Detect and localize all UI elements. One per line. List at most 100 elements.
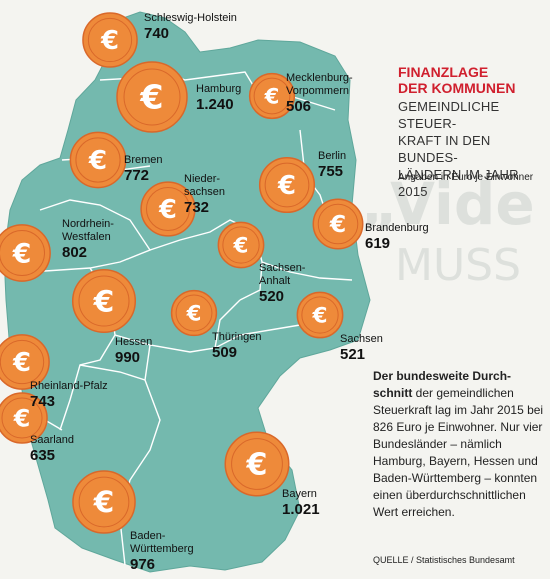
region-value: 635 <box>30 447 56 464</box>
label-nordrhein-westfalen: Nordrhein- Westfalen 802 <box>62 218 114 261</box>
euro-icon: € <box>311 303 327 328</box>
region-value: 509 <box>212 344 238 361</box>
region-name: Hamburg <box>196 83 242 95</box>
coin-bremen: € <box>69 131 127 189</box>
chart-title: FINANZLAGE DER KOMMUNEN <box>398 64 548 96</box>
coin-mecklenburg-vorpommern: € <box>248 72 296 120</box>
background-watermark: MUSS <box>395 240 522 291</box>
label-hessen: Hessen 990 <box>115 336 152 366</box>
region-name: Vorpommern <box>286 85 349 97</box>
euro-icon: € <box>233 233 249 258</box>
region-name: Bayern <box>282 488 317 500</box>
subtitle-line: GEMEINDLICHE STEUER- <box>398 99 500 131</box>
coin-niedersachsen: € <box>140 181 196 237</box>
euro-icon: € <box>277 171 296 201</box>
euro-icon: € <box>13 404 31 432</box>
region-value: 772 <box>124 167 150 184</box>
coin-rheinland-pfalz: € <box>0 334 50 390</box>
region-name: Nieder- <box>184 173 221 185</box>
coin-hamburg: € <box>116 61 188 133</box>
label-bayern: Bayern 1.021 <box>282 488 320 518</box>
region-name: Saarland <box>30 434 75 446</box>
coin-sachsen-anhalt: € <box>217 221 265 269</box>
coin-brandenburg: € <box>312 198 364 250</box>
region-name: Sachsen- <box>259 262 306 274</box>
euro-icon: € <box>264 83 280 108</box>
coin-th-ringen: € <box>170 289 218 337</box>
label-bremen: Bremen 772 <box>124 154 163 184</box>
region-value: 520 <box>259 288 285 305</box>
label-hamburg: Hamburg 1.240 <box>196 83 241 113</box>
title-line: FINANZLAGE <box>398 64 489 80</box>
region-name: Anhalt <box>259 275 291 287</box>
euro-icon: € <box>12 238 32 269</box>
euro-icon: € <box>100 26 119 56</box>
title-line: DER KOMMUNEN <box>398 80 516 96</box>
label-schleswig-holstein: Schleswig-Holstein 740 <box>144 12 237 42</box>
subtitle-line: LÄNDERN IM JAHR 2015 <box>398 167 519 199</box>
region-name: Brandenburg <box>365 222 429 234</box>
euro-icon: € <box>329 210 346 238</box>
label-sachsen: Sachsen 521 <box>340 333 383 363</box>
region-value: 732 <box>184 199 210 216</box>
background-watermark: „Vide <box>360 170 535 238</box>
coin-nordrhein-westfalen: € <box>0 224 51 282</box>
region-value: 1.021 <box>282 501 320 518</box>
label-rheinland-pfalz: Rheinland-Pfalz 743 <box>30 380 108 410</box>
coin-saarland: € <box>0 392 48 444</box>
label-mecklenburg-vorpommern: Mecklenburg- Vorpommern 506 <box>286 72 353 115</box>
region-name: Württemberg <box>130 543 194 555</box>
euro-icon: € <box>245 447 267 482</box>
label-brandenburg: Brandenburg 619 <box>365 222 429 252</box>
euro-icon: € <box>93 284 115 319</box>
label-saarland: Saarland 635 <box>30 434 74 464</box>
region-name: Nordrhein- <box>62 218 114 230</box>
region-name: Sachsen <box>340 333 383 345</box>
coin-baden-w-rttemberg: € <box>72 470 136 534</box>
coin-hessen: € <box>71 268 137 334</box>
region-name: Baden- <box>130 530 166 542</box>
region-name: sachsen <box>184 186 225 198</box>
region-name: Rheinland-Pfalz <box>30 380 108 392</box>
unit-note: Angaben in Euro je Einwohner <box>398 172 534 183</box>
source-note: QUELLE / Statistisches Bundesamt <box>373 555 515 565</box>
region-value: 990 <box>115 349 141 366</box>
coin-schleswig-holstein: € <box>82 12 138 68</box>
region-value: 802 <box>62 244 88 261</box>
region-value: 755 <box>318 163 344 180</box>
euro-icon: € <box>186 301 202 326</box>
summary-bold: Der bundesweite Durch-schnitt <box>373 369 512 400</box>
label-niedersachsen: Nieder- sachsen 732 <box>184 173 225 216</box>
coin-berlin: € <box>258 156 316 214</box>
region-name: Schleswig-Holstein <box>144 12 237 24</box>
euro-icon: € <box>93 485 115 519</box>
region-value: 1.240 <box>196 96 234 113</box>
region-value: 619 <box>365 235 391 252</box>
region-name: Bremen <box>124 154 163 166</box>
region-value: 521 <box>340 346 366 363</box>
region-name: Westfalen <box>62 231 111 243</box>
region-name: Berlin <box>318 150 347 162</box>
label-sachsen-anhalt: Sachsen- Anhalt 520 <box>259 262 305 305</box>
euro-icon: € <box>158 195 177 225</box>
region-value: 743 <box>30 393 56 410</box>
coin-sachsen: € <box>296 291 344 339</box>
region-name: Thüringen <box>212 331 262 343</box>
label-thueringen: Thüringen 509 <box>212 331 262 361</box>
chart-subtitle: GEMEINDLICHE STEUER- KRAFT IN DEN BUNDES… <box>398 98 548 200</box>
summary-text: Der bundesweite Durch-schnitt der gemein… <box>373 368 548 521</box>
subtitle-line: KRAFT IN DEN BUNDES- <box>398 133 491 165</box>
euro-icon: € <box>88 146 107 176</box>
coin-bayern: € <box>224 431 290 497</box>
summary-rest: der gemeindlichen Steuerkraft lag im Jah… <box>373 386 544 519</box>
label-baden-wuerttemberg: Baden- Württemberg 976 <box>130 530 194 573</box>
region-value: 506 <box>286 98 312 115</box>
region-value: 740 <box>144 25 170 42</box>
region-name: Hessen <box>115 336 153 348</box>
euro-icon: € <box>139 78 163 117</box>
euro-icon: € <box>12 348 31 378</box>
region-name: Mecklenburg- <box>286 72 353 84</box>
region-value: 976 <box>130 556 156 573</box>
label-berlin: Berlin 755 <box>318 150 346 180</box>
